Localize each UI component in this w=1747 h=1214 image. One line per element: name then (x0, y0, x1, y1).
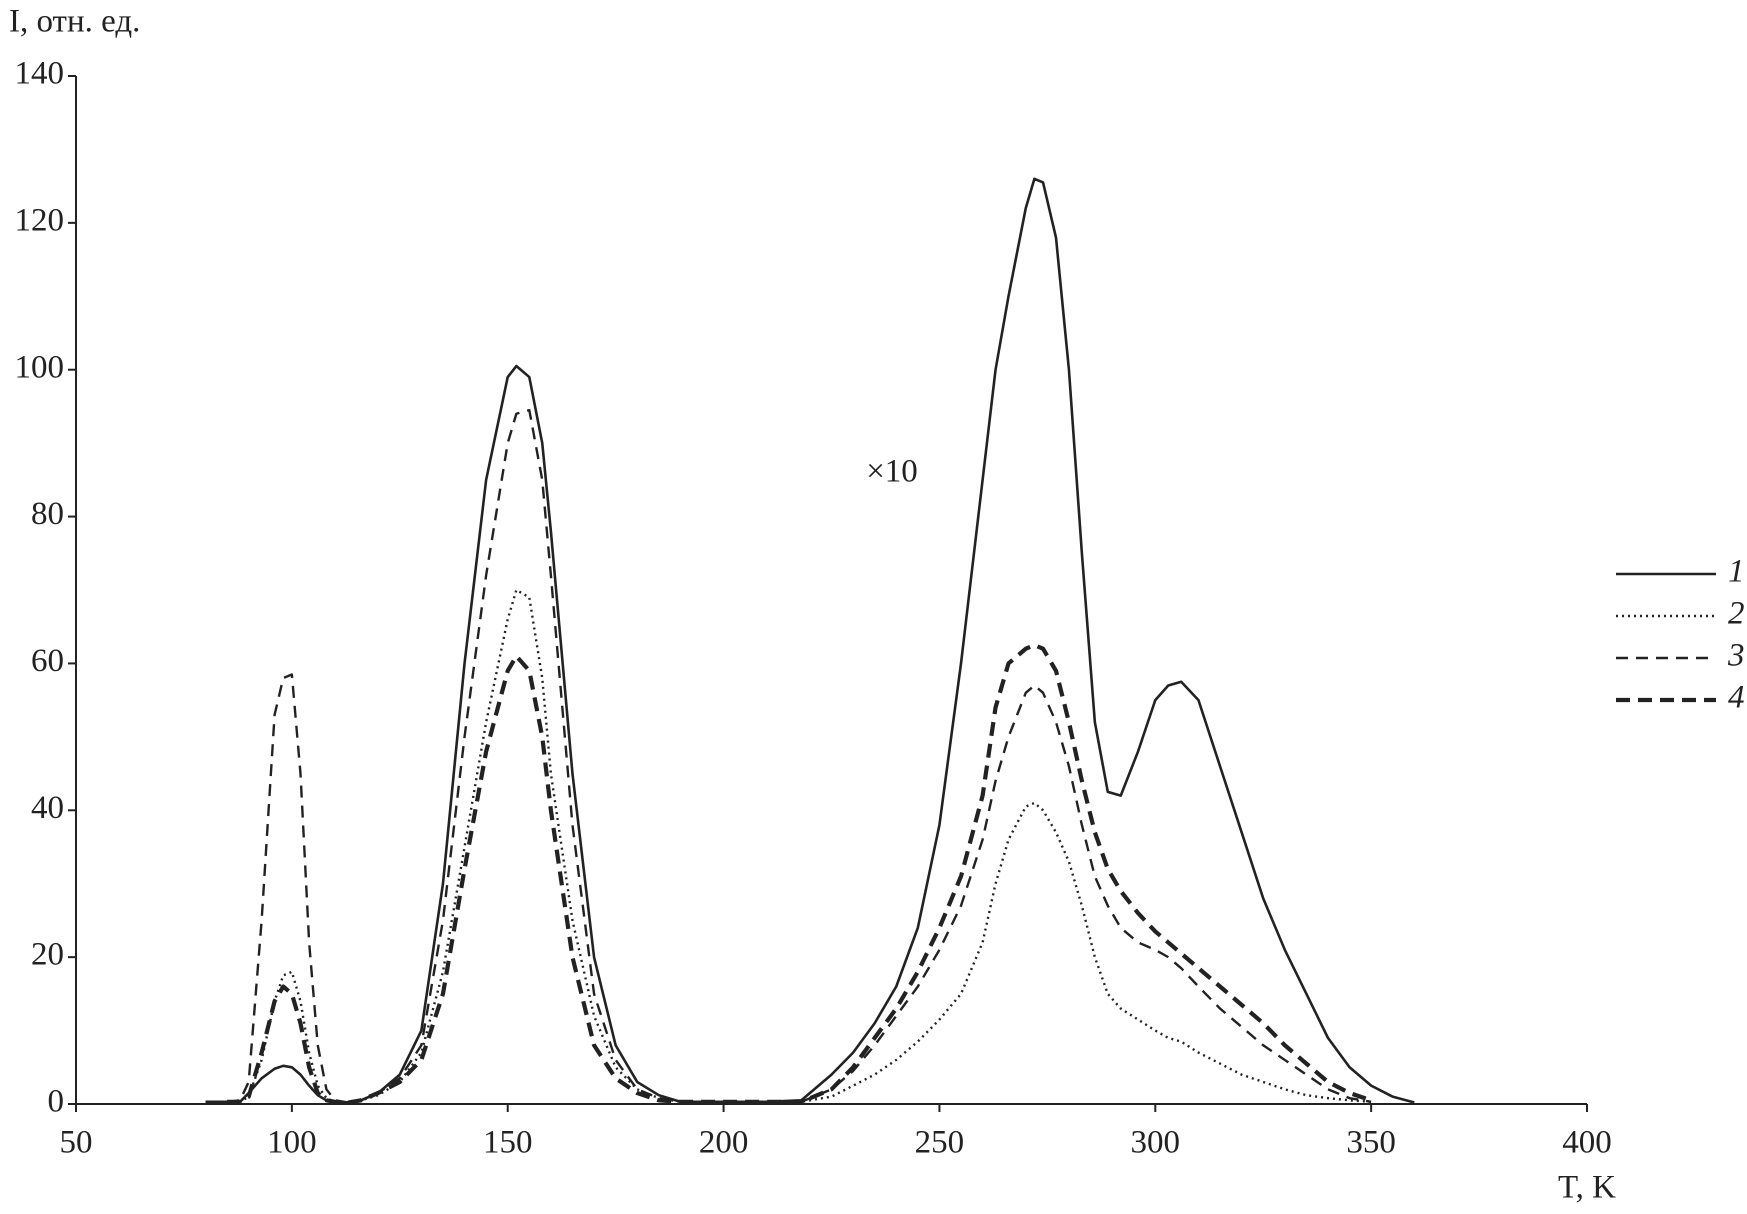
series-line (226, 408, 1372, 1104)
y-tick-label: 100 (15, 349, 65, 385)
legend-label: 2 (1728, 596, 1745, 632)
y-tick-label: 60 (31, 643, 64, 679)
series-line (205, 177, 1415, 1104)
legend-label: 1 (1728, 554, 1745, 590)
legend-label: 3 (1727, 638, 1745, 674)
legend-label: 4 (1728, 680, 1745, 716)
y-tick-label: 20 (31, 937, 64, 973)
x-tick-label: 150 (483, 1125, 533, 1161)
annotation: ×10 (866, 454, 918, 490)
x-tick-label: 300 (1131, 1125, 1181, 1161)
y-tick-label: 0 (48, 1084, 65, 1120)
x-tick-label: 100 (267, 1125, 317, 1161)
x-tick-label: 50 (60, 1125, 93, 1161)
y-tick-label: 140 (15, 56, 65, 92)
series-line (227, 642, 1372, 1105)
y-tick-label: 40 (31, 790, 64, 826)
x-tick-label: 200 (699, 1125, 749, 1161)
x-tick-label: 400 (1562, 1125, 1612, 1161)
x-tick-label: 350 (1346, 1125, 1396, 1161)
x-tick-label: 250 (915, 1125, 965, 1161)
series-line (227, 588, 1372, 1104)
x-axis-label: T, K (1558, 1170, 1616, 1206)
y-tick-label: 120 (15, 202, 65, 238)
y-axis-label: I, отн. ед. (9, 4, 140, 40)
y-tick-label: 80 (31, 496, 64, 532)
